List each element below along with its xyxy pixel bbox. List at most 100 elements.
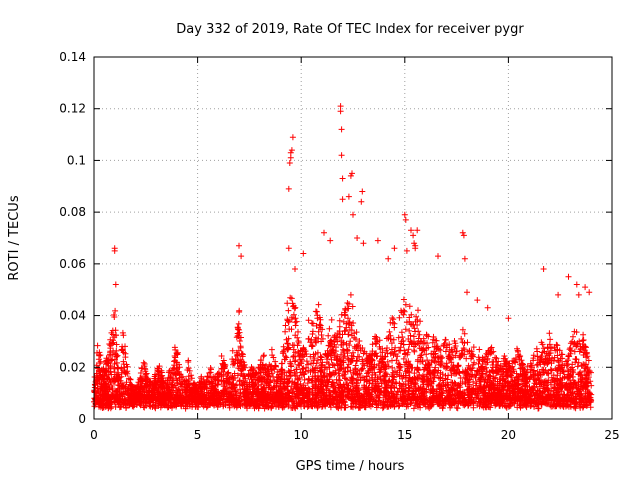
data-point (461, 340, 468, 346)
data-point (545, 377, 552, 384)
data-point (565, 352, 572, 359)
data-point (354, 353, 361, 360)
data-point (332, 386, 339, 393)
data-point (377, 368, 384, 375)
data-point (308, 336, 315, 343)
data-point (377, 346, 384, 352)
data-point (439, 377, 446, 384)
data-point (171, 370, 177, 376)
data-point (415, 328, 422, 335)
data-point (232, 387, 239, 394)
data-point (390, 336, 397, 343)
data-point (316, 314, 323, 321)
data-point (179, 373, 186, 380)
data-point (578, 362, 585, 369)
data-point (232, 397, 239, 404)
data-point (453, 348, 460, 355)
data-point (408, 339, 415, 346)
data-point (243, 389, 250, 396)
data-point (283, 354, 290, 361)
data-point (275, 389, 282, 396)
data-point (295, 328, 301, 335)
data-point (246, 383, 253, 390)
data-point (315, 335, 322, 342)
data-point (343, 340, 350, 347)
data-point (427, 375, 434, 382)
data-point (527, 366, 534, 373)
data-point (248, 376, 255, 383)
data-point (256, 375, 263, 382)
data-point (336, 377, 343, 384)
data-point (168, 382, 175, 389)
data-point (123, 379, 130, 386)
data-point (311, 367, 318, 374)
data-point (176, 395, 183, 402)
data-point (551, 383, 558, 389)
data-point (258, 369, 264, 376)
data-point (304, 380, 311, 387)
data-point (569, 361, 576, 368)
data-point (429, 378, 436, 385)
data-point (208, 390, 215, 397)
data-point (340, 318, 347, 325)
data-point (482, 371, 489, 378)
data-point (466, 347, 473, 354)
data-point (406, 303, 413, 310)
data-point (332, 332, 338, 339)
data-point (292, 315, 299, 322)
data-point (552, 377, 558, 384)
data-point (118, 391, 125, 398)
data-point (319, 359, 326, 366)
data-point (341, 312, 348, 319)
data-point (174, 389, 181, 396)
data-point (318, 385, 324, 392)
data-point (407, 332, 414, 339)
data-point (328, 371, 335, 378)
data-point (375, 374, 381, 381)
data-point (406, 314, 413, 321)
data-point (96, 360, 103, 367)
data-point (531, 403, 537, 410)
data-point (347, 403, 354, 410)
data-point (381, 366, 388, 373)
data-point (239, 353, 246, 360)
data-point (331, 341, 338, 348)
data-point (293, 372, 300, 379)
data-point (534, 387, 541, 394)
data-point (399, 388, 406, 395)
data-point (296, 401, 303, 408)
data-point (295, 361, 302, 368)
data-point (238, 358, 245, 365)
data-point (577, 404, 584, 411)
data-point (443, 364, 450, 371)
data-point (204, 377, 211, 384)
data-point (461, 402, 468, 409)
data-point (383, 347, 390, 354)
data-point (303, 364, 310, 371)
data-point (410, 405, 417, 412)
data-point (396, 364, 403, 371)
data-point (468, 353, 475, 360)
data-point (124, 370, 131, 377)
data-point (434, 343, 441, 350)
data-point (273, 383, 280, 390)
data-point (355, 396, 362, 403)
data-point (335, 405, 342, 412)
data-point (543, 400, 550, 407)
data-point (269, 370, 275, 377)
data-point (423, 332, 430, 339)
data-point (188, 375, 195, 382)
data-point (109, 386, 116, 393)
data-point (373, 353, 380, 360)
data-point (528, 389, 535, 396)
data-point (295, 350, 302, 357)
data-point (347, 291, 354, 298)
data-point (290, 353, 297, 359)
data-point (290, 354, 297, 360)
data-point (418, 352, 425, 358)
data-point (238, 380, 245, 387)
data-point (393, 371, 400, 378)
data-point (329, 383, 336, 390)
data-point (439, 390, 446, 397)
data-point (375, 386, 382, 393)
